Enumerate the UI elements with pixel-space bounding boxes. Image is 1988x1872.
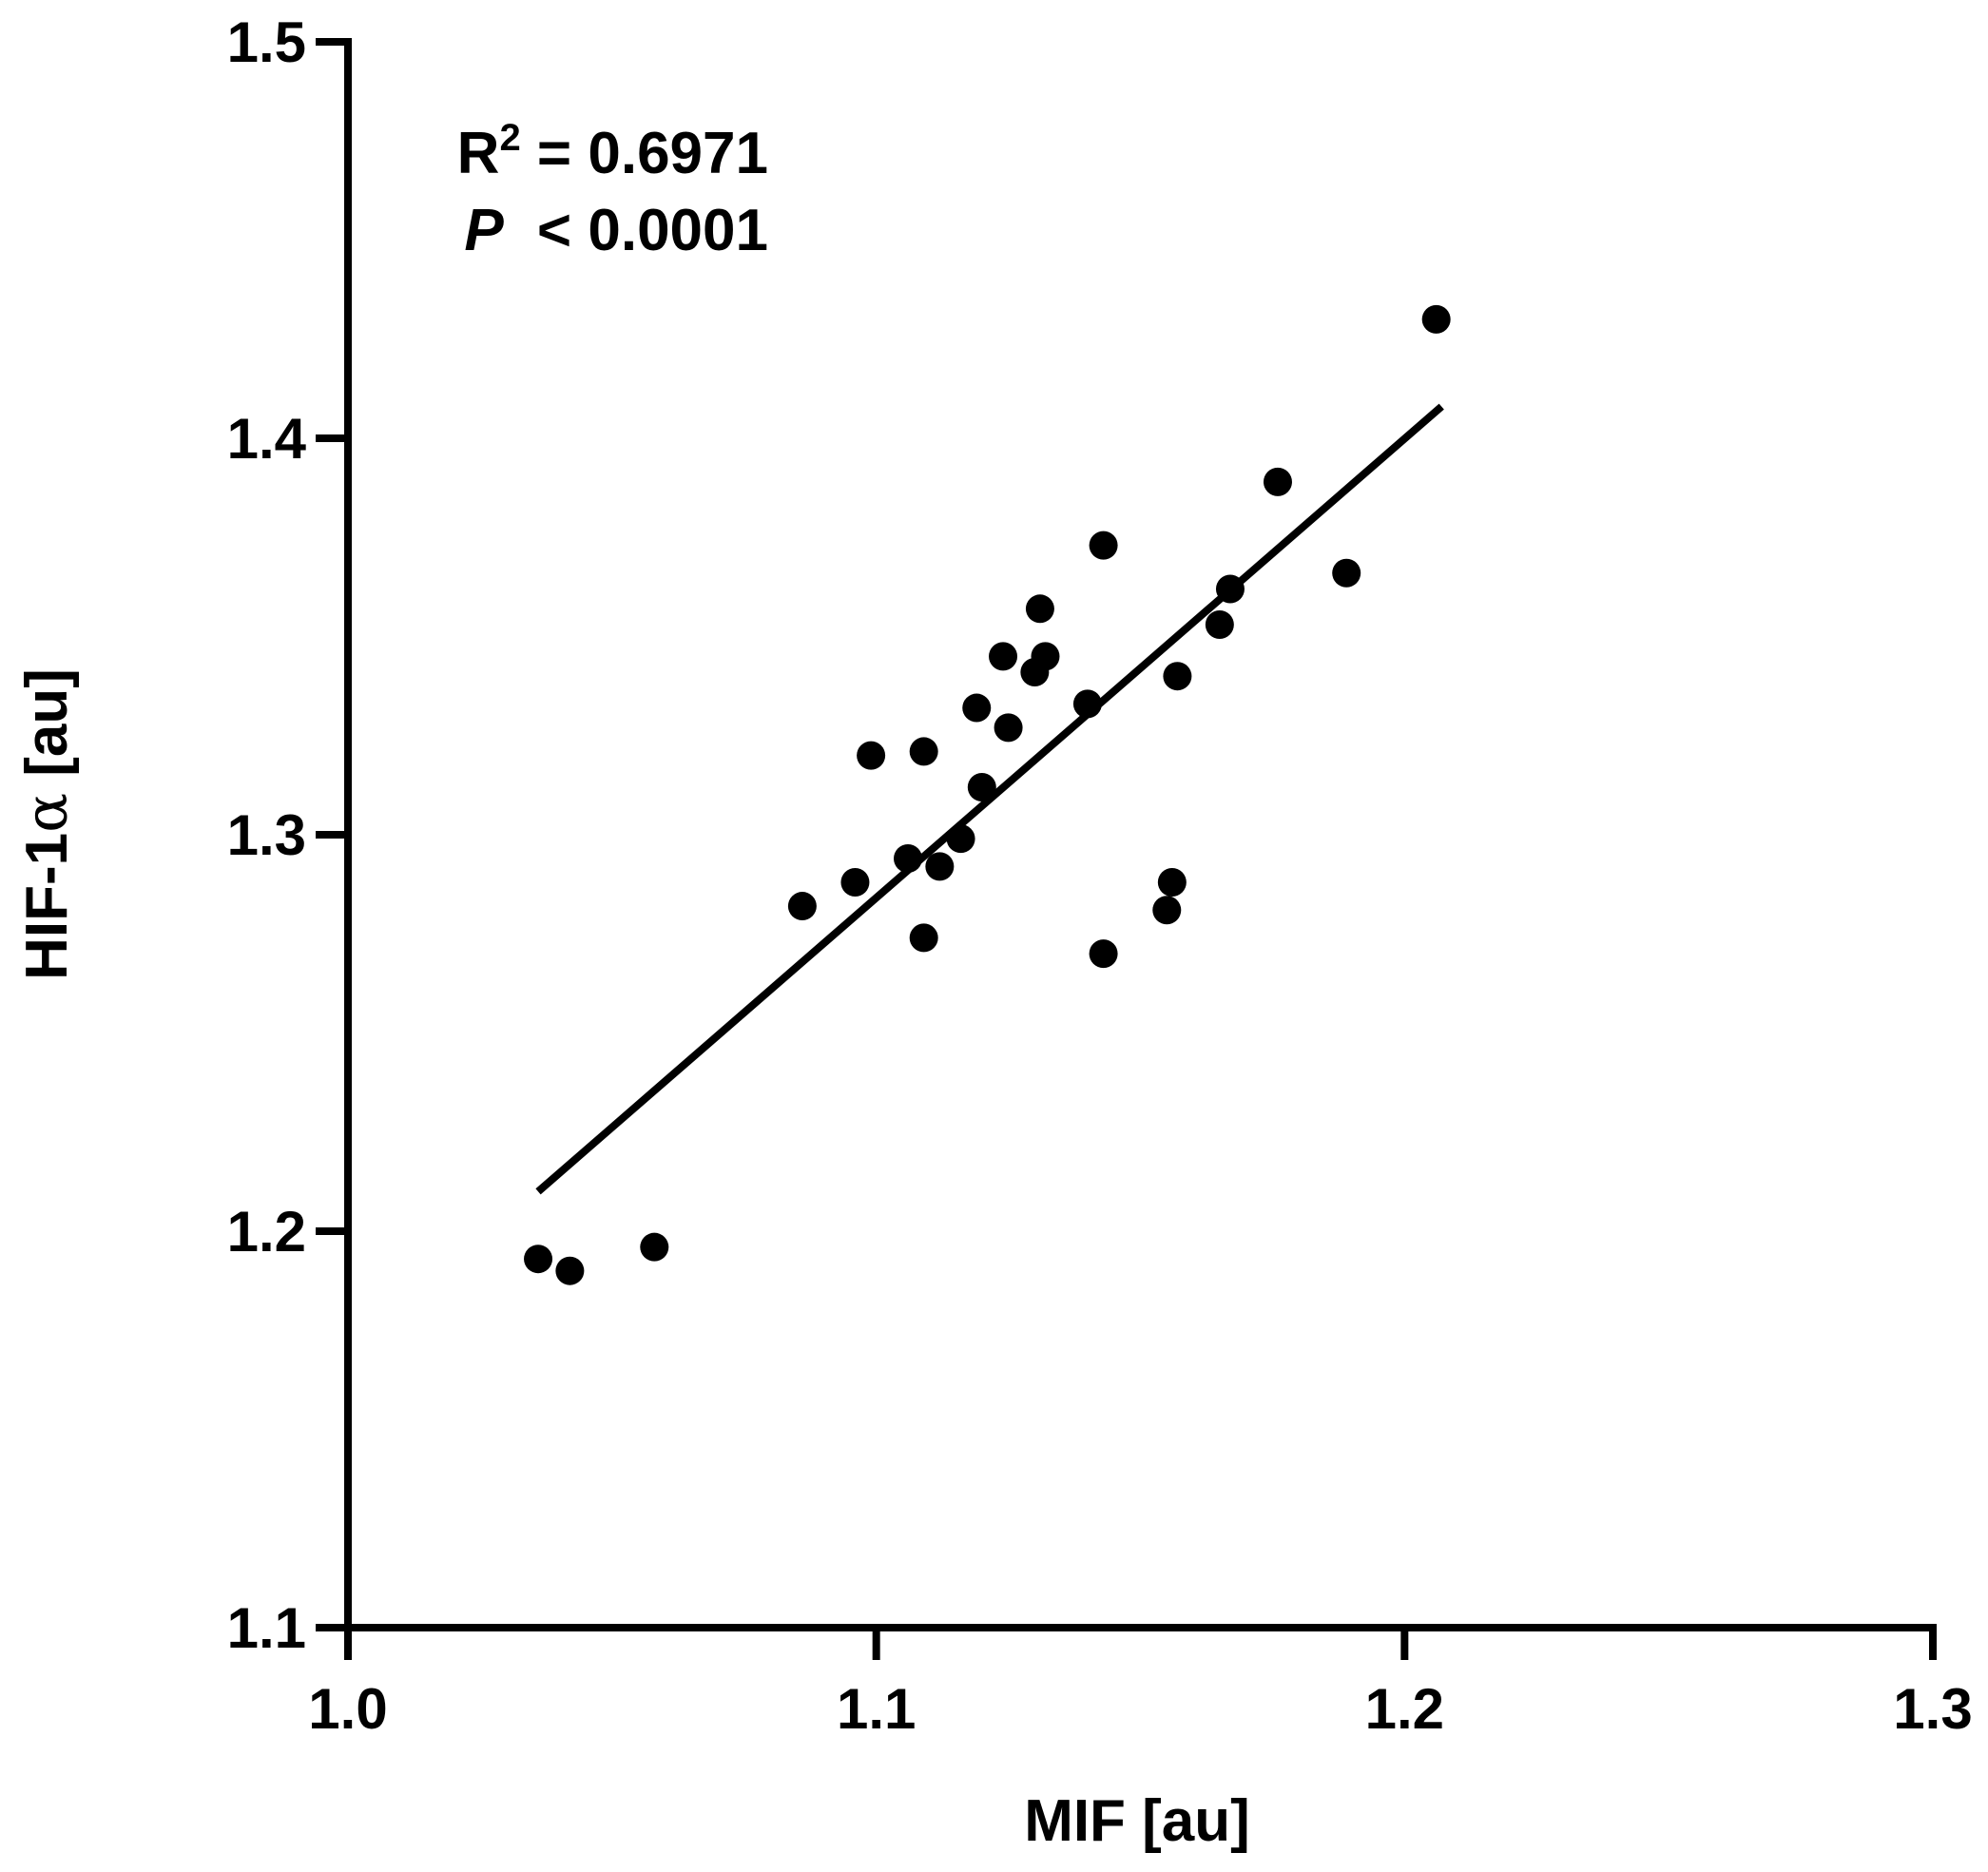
r-squared-exponent: 2 [499, 117, 520, 159]
data-point [1157, 868, 1187, 897]
y-tick-label: 1.2 [227, 1200, 306, 1264]
data-point [1089, 531, 1118, 560]
y-tick-label: 1.3 [227, 803, 306, 867]
data-point [894, 844, 923, 874]
data-point [994, 713, 1023, 743]
x-axis-title: MIF [au] [1024, 1788, 1250, 1854]
data-points [524, 304, 1451, 1285]
data-point [787, 892, 817, 921]
y-tick-label: 1.4 [227, 407, 307, 471]
x-ticks: 1.0 1.1 1.2 1.3 [308, 1628, 1973, 1741]
data-point [1089, 939, 1118, 969]
data-point [1025, 594, 1054, 624]
data-point [1263, 467, 1292, 496]
x-tick-label: 1.3 [1893, 1677, 1972, 1741]
data-point [925, 852, 955, 881]
r-squared-annotation: R2 = 0.6971 [457, 117, 768, 186]
y-tick-label: 1.1 [227, 1596, 306, 1660]
regression-line [535, 403, 1444, 1195]
data-point [962, 693, 992, 723]
data-point [640, 1232, 669, 1262]
r-squared-label: R [457, 121, 500, 186]
y-axis-title-prefix: HIF-1 [14, 833, 80, 980]
data-point [524, 1245, 553, 1274]
data-point [1072, 689, 1102, 719]
data-point [555, 1256, 585, 1285]
p-value-annotation: P < 0.0001 [464, 198, 768, 263]
y-axis-title: HIF-1α [au] [11, 668, 81, 980]
data-point [967, 772, 996, 801]
y-ticks: 1.1 1.2 1.3 1.4 1.5 [227, 10, 348, 1660]
p-value-value: < 0.0001 [521, 198, 768, 263]
data-point [1332, 558, 1361, 588]
axes: 1.11.21.31.41.5 1.0 1.1 1.2 1.3 [227, 10, 1973, 1741]
data-point [989, 642, 1018, 671]
y-axis-title-suffix: [au] [14, 668, 80, 793]
y-tick-label: 1.5 [227, 10, 306, 74]
p-value-label: P [464, 198, 504, 263]
data-point [909, 923, 938, 953]
data-point [840, 868, 870, 897]
data-point [946, 824, 975, 854]
data-point [1421, 304, 1451, 334]
data-point [1163, 662, 1192, 691]
y-axis-title-greek: α [11, 793, 81, 833]
r-squared-value: = 0.6971 [521, 121, 768, 186]
data-point [1152, 896, 1182, 925]
x-tick-label: 1.2 [1365, 1677, 1444, 1741]
data-point [1031, 642, 1060, 671]
data-point [1205, 609, 1234, 639]
x-tick-label: 1.0 [308, 1677, 387, 1741]
data-point [909, 737, 938, 766]
x-tick-label: 1.1 [837, 1677, 916, 1741]
data-point [1215, 574, 1245, 604]
data-point [857, 741, 886, 770]
